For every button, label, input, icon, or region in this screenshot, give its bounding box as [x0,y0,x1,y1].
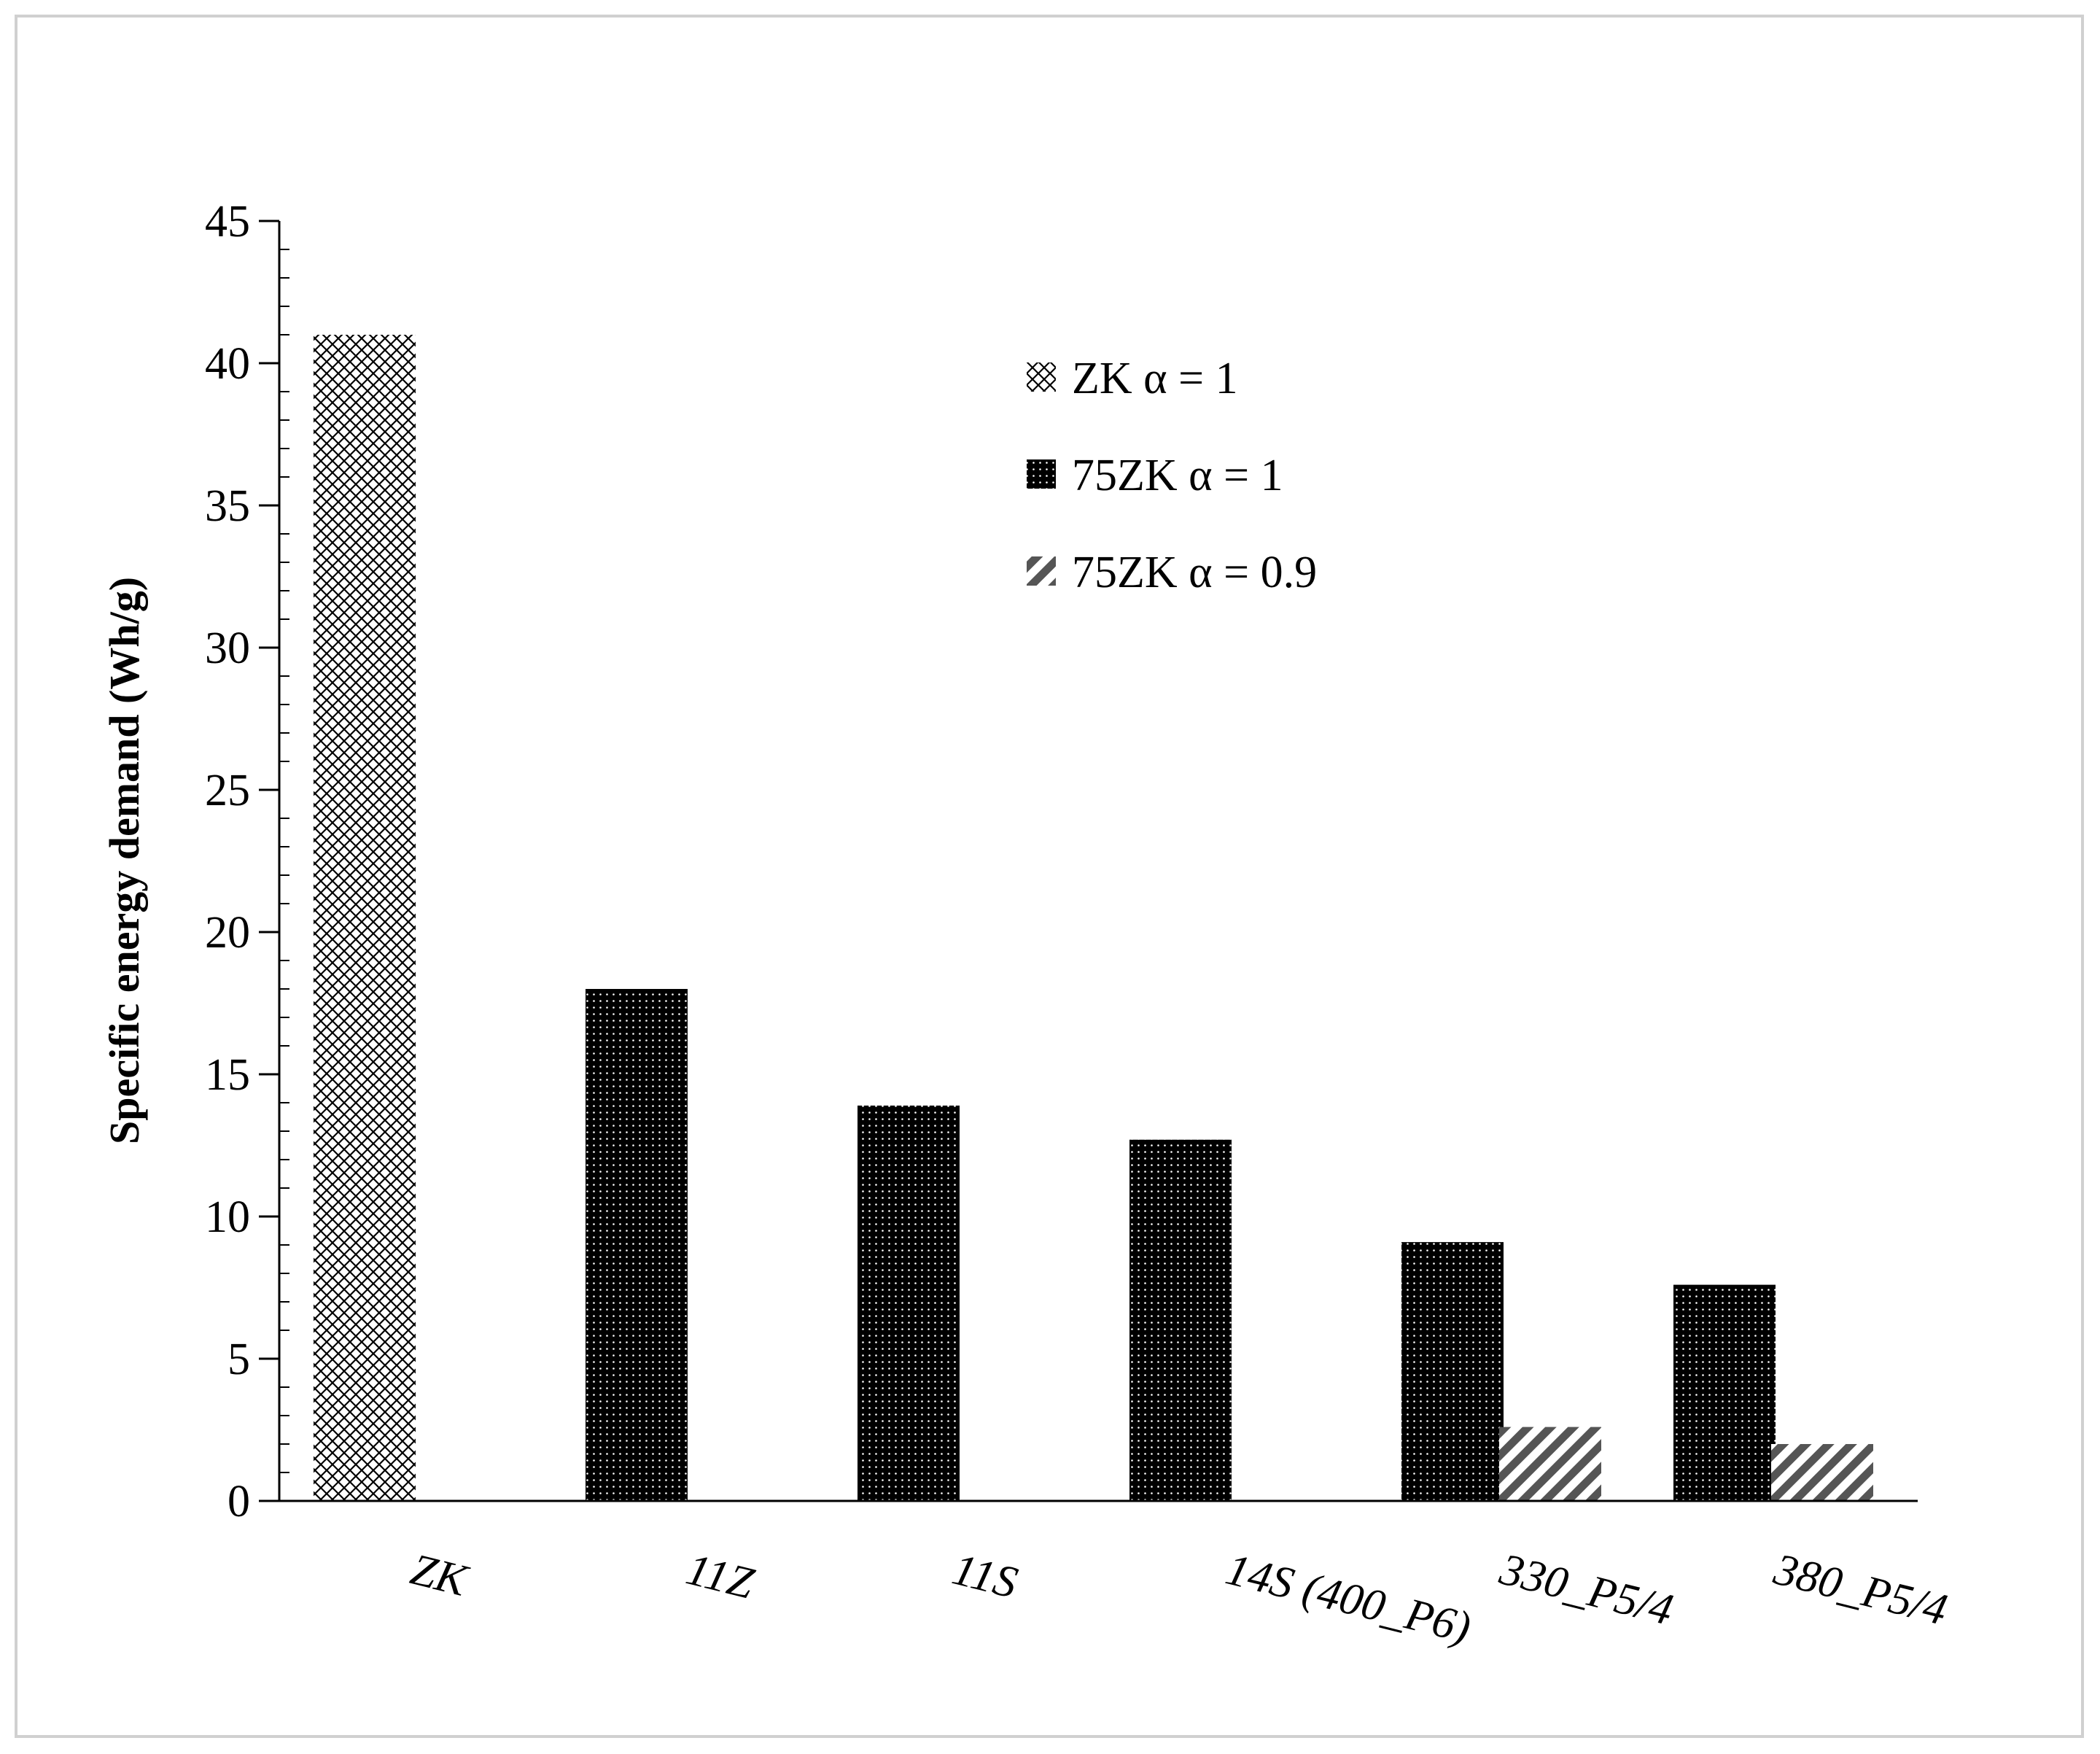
y-tick-label: 20 [205,908,250,958]
x-category-label: 14S (400_P6) [1221,1545,1476,1653]
bar-330-p5-4-series-3 [1499,1427,1601,1501]
x-category-label: 380_P5/4 [1769,1544,1952,1635]
y-tick-label: 45 [205,197,250,247]
legend-swatch [1027,459,1056,489]
y-tick-label: 5 [228,1335,250,1384]
y-tick-label: 0 [228,1477,250,1526]
legend-label: 75ZK α = 0.9 [1072,548,1317,597]
y-tick-label: 30 [205,624,250,673]
y-tick-label: 15 [205,1050,250,1100]
legend: ZK α = 1 75ZK α = 1 75ZK α = 0.9 [1027,354,1317,597]
bar-11z-series-2 [586,989,688,1501]
bar-zk-series-1 [314,335,416,1501]
bar-380-p5-4-series-2 [1673,1284,1776,1501]
bar-330-p5-4-series-2 [1401,1242,1504,1501]
y-tick-label: 10 [205,1192,250,1242]
x-axis-labels: ZK 11Z 11S 14S (400_P6) 330_P5/4 380_P5/4 [406,1544,1952,1653]
legend-label: 75ZK α = 1 [1072,451,1283,500]
x-category-label: ZK [406,1545,475,1607]
legend-swatch [1027,362,1056,392]
y-tick-label: 35 [205,481,250,531]
legend-label: ZK α = 1 [1072,354,1238,403]
y-tick-label: 25 [205,766,250,815]
bars-layer [314,335,1873,1501]
x-category-label: 11S [948,1545,1022,1608]
y-axis-title: Specific energy demand (Wh/g) [101,577,148,1144]
x-category-label: 11Z [682,1545,759,1609]
x-category-label: 330_P5/4 [1495,1544,1678,1635]
legend-swatch [1027,556,1056,586]
y-axis-ticks: 0 5 10 15 20 25 30 35 40 45 [205,197,289,1526]
bar-380-p5-4-series-3 [1771,1444,1873,1501]
bar-11s-series-2 [858,1105,960,1501]
bar-14s-400-p6--series-2 [1129,1139,1232,1501]
y-tick-label: 40 [205,339,250,389]
